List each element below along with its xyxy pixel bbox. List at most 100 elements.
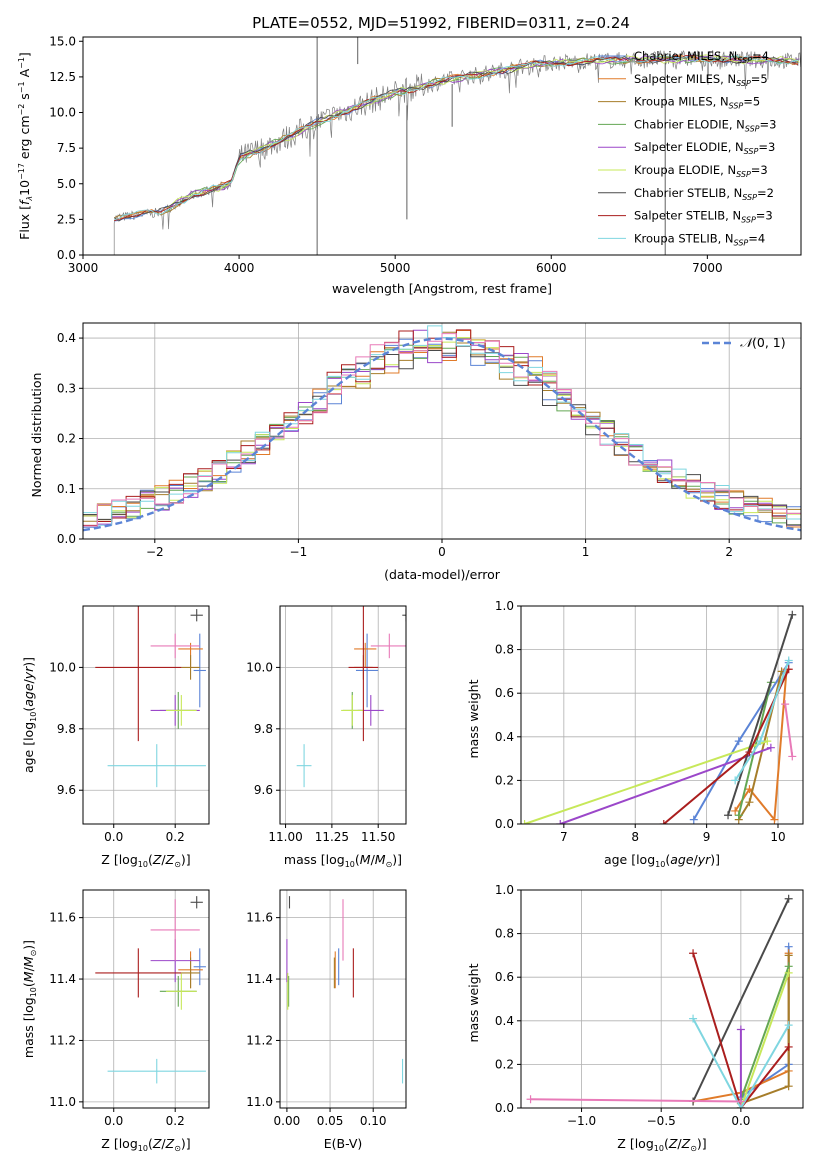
x-tick-label: 0.0 (104, 830, 123, 844)
legend-label: Chabrier MILES, NSSP=4 (634, 49, 769, 65)
age-vs-Z-frame (82, 605, 210, 825)
massweight-vs-age-panel: 7 8 9 10 0.0 0.2 0.4 0.6 0.8 1.0 age [log10(age/yr… (466, 599, 804, 869)
legend-label: Kroupa ELODIE, NSSP=3 (634, 163, 768, 179)
x-tick-label: 7000 (692, 261, 723, 275)
legend-label: Chabrier ELODIE, NSSP=3 (634, 117, 776, 133)
x-tick-label: 2 (725, 545, 733, 559)
errorbar-point-1 (193, 633, 206, 708)
y-tick-label: 15.0 (49, 34, 76, 48)
weight-marker (734, 737, 743, 746)
weight-line-8 (692, 952, 790, 1108)
spectrum-marks (113, 37, 801, 255)
y-tick-label: 0.1 (57, 482, 76, 496)
weight-marker (745, 798, 754, 807)
weight-marker (521, 820, 529, 824)
y-axis-label: age [log10(age/yr)] (21, 657, 38, 773)
massweight-vs-age-frame (520, 605, 804, 825)
residuals-panel: −2 −1 0 1 2 0.0 0.1 0.2 0.3 0.4 𝒩(0, 1) (data-model… (29, 322, 802, 582)
y-tick-label: 11.6 (49, 911, 76, 925)
weight-marker (756, 737, 765, 746)
errorbar-point-1 (355, 633, 379, 708)
age-vs-mass-frame (279, 605, 407, 825)
massweight-vs-Z-frame (520, 889, 804, 1109)
x-tick-label: 0.2 (166, 830, 185, 844)
x-tick-label: 9 (703, 830, 711, 844)
legend-label: Kroupa STELIB, NSSP=4 (634, 231, 765, 247)
mass-vs-Z-panel: 0.0 0.2 11.0 11.2 11.4 11.6 Z [log10(Z/Z⊙)] mas… (21, 889, 210, 1153)
weight-marker (770, 815, 779, 824)
errorbar-point-10 (150, 633, 200, 659)
x-tick-label: 1 (582, 545, 590, 559)
x-axis-label: Z [log10(Z/Z⊙)] (101, 1136, 190, 1153)
y-tick-label: 12.5 (49, 70, 76, 84)
x-axis-label: (data-model)/error (384, 567, 501, 582)
y-tick-label: 7.5 (57, 141, 76, 155)
weight-marker (736, 1025, 745, 1034)
x-tick-label: 11.00 (268, 830, 302, 844)
y-tick-label: 10.0 (49, 106, 76, 120)
y-tick-label: 10.0 (246, 660, 273, 674)
weight-marker (659, 820, 668, 824)
weight-marker (689, 949, 698, 958)
weight-marker (736, 1097, 745, 1106)
y-tick-label: 0.8 (495, 643, 514, 657)
x-tick-label: 4000 (224, 261, 255, 275)
weight-marker (724, 811, 733, 820)
weight-marker (784, 894, 793, 903)
y-tick-label: 0.8 (495, 927, 514, 941)
y-tick-label: 1.0 (495, 599, 514, 613)
age-vs-Z-panel: 0.0 0.2 9.6 9.8 10.0 Z [log10(Z/Z⊙)] age [log1… (21, 605, 210, 869)
x-tick-label: 7 (560, 830, 568, 844)
weight-marker (766, 743, 775, 752)
y-tick-label: 1.0 (495, 883, 514, 897)
y-tick-label: 0.6 (495, 686, 514, 700)
errorbar-point-7 (190, 896, 203, 909)
weight-marker (788, 752, 797, 761)
weight-line-7 (727, 614, 794, 816)
spectrum-panel: 3000 4000 5000 6000 7000 0.0 2.5 5.0 7.5 10.0 12.5… (17, 34, 802, 296)
spectrum-frame (82, 36, 802, 256)
errorbar-point-8 (348, 606, 379, 742)
weight-marker (784, 968, 793, 977)
y-tick-label: 2.5 (57, 212, 76, 226)
age-vs-mass-panel: 11.00 11.25 11.50 9.6 9.8 10.0 mass [log10(M/M… (246, 605, 407, 869)
y-tick-label: 11.4 (246, 972, 273, 986)
weight-marker (781, 700, 790, 709)
weight-marker (784, 951, 793, 960)
weight-line-6 (524, 740, 768, 824)
residual-histogram-10 (83, 333, 801, 527)
x-tick-label: −1 (290, 545, 308, 559)
model-spectrum-9 (114, 55, 798, 220)
weight-line-6 (739, 972, 790, 1108)
y-tick-label: 0.4 (495, 1014, 514, 1028)
errorbar-point-9 (107, 1058, 206, 1084)
x-tick-label: 11.25 (315, 830, 349, 844)
weight-line-9 (692, 1018, 790, 1108)
y-axis-label: mass weight (466, 679, 481, 758)
legend-label: Salpeter ELODIE, NSSP=3 (634, 140, 775, 156)
y-tick-label: 0.4 (57, 331, 76, 345)
mass-vs-Z-marks (95, 896, 206, 1084)
weight-marker (526, 1095, 535, 1104)
x-tick-label: 0.05 (317, 1114, 344, 1128)
y-tick-label: 10.0 (49, 660, 76, 674)
x-axis-label: Z [log10(Z/Z⊙)] (101, 852, 190, 869)
x-tick-label: 3000 (68, 261, 99, 275)
weight-marker (788, 610, 797, 619)
x-tick-label: 11.50 (361, 830, 395, 844)
errorbar-point-6 (165, 695, 197, 726)
massweight-vs-Z-marks (526, 894, 793, 1108)
y-tick-label: 0.0 (57, 248, 76, 262)
y-tick-label: 9.6 (254, 783, 273, 797)
y-tick-label: 11.6 (246, 911, 273, 925)
x-tick-label: 5000 (380, 261, 411, 275)
x-tick-label: 10 (770, 830, 785, 844)
x-tick-label: −2 (146, 545, 164, 559)
age-vs-mass-marks (296, 606, 406, 788)
x-tick-label: 0.0 (104, 1114, 123, 1128)
y-tick-label: 5.0 (57, 177, 76, 191)
x-tick-label: 0 (438, 545, 446, 559)
y-tick-label: 0.0 (495, 817, 514, 831)
weight-line-7 (692, 898, 790, 1102)
errorbar-point-3 (181, 957, 200, 989)
